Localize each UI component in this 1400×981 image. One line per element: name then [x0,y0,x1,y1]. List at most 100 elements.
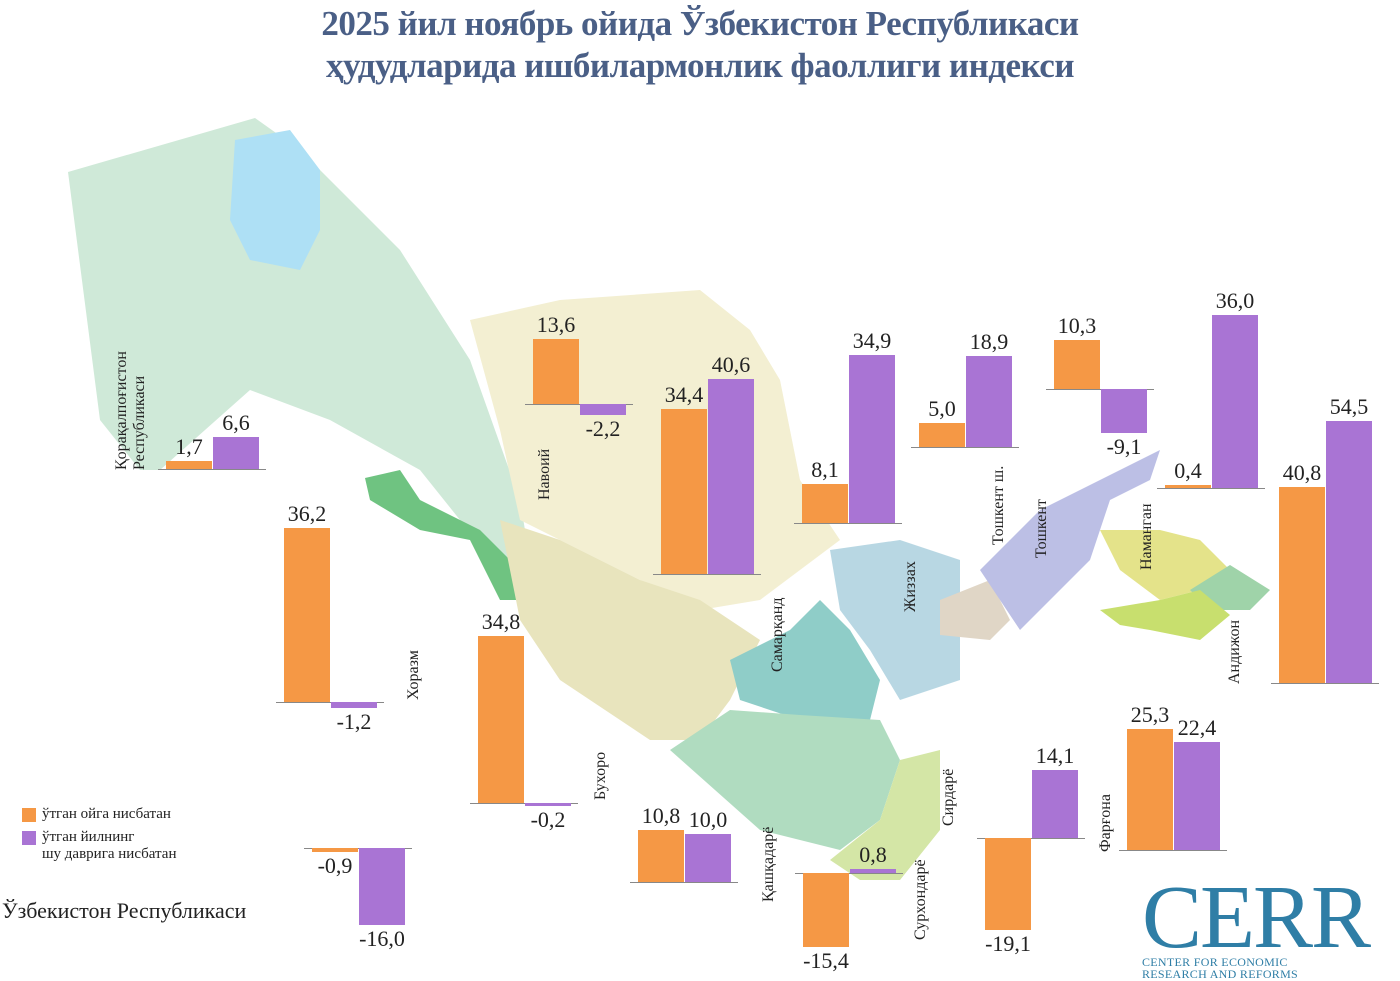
region-syrdarya [940,580,1010,640]
legend-swatch-orange [22,808,36,822]
cerr-logo: CERR CENTER FOR ECONOMIC RESEARCH AND RE… [1142,868,1371,981]
baseline [470,803,578,804]
bar-prev-year [1032,770,1078,838]
bar-prev-month [1279,487,1325,683]
region-name: Сурхондарё [912,859,929,940]
value-label: 0,4 [1174,458,1202,483]
bar-prev-year [966,356,1012,447]
bar-prev-month [919,423,965,447]
bar-prev-month [533,338,579,404]
region-bukhara [500,520,760,740]
value-label: 40,8 [1282,460,1322,486]
bar-prev-year [708,379,754,574]
baseline [276,702,384,703]
region-name: Тошкент ш. [990,465,1007,545]
region-jizzakh [830,540,960,700]
value-label: 13,6 [536,311,576,337]
baseline [525,404,633,405]
legend-label: ўтган ойга нисбатан [42,806,171,822]
value-label: 8,1 [811,457,839,483]
country-label: Ўзбекистон Республикаси [2,898,247,923]
bar-prev-month [661,408,707,574]
bar-prev-year [1326,421,1372,683]
baseline [911,447,1019,448]
value-label: 0,8 [859,842,887,868]
legend: ўтган ойга нисбатан ўтган йилнинг шу давр… [22,806,176,869]
bar-prev-month [1054,339,1100,389]
baseline [794,523,902,524]
legend-label: ўтган йилнинг шу даврига нисбатан [42,829,177,862]
region-name: Хоразм [405,650,422,700]
bar-prev-year [685,834,731,882]
value-label: 34,8 [481,608,521,634]
region-karakalpakstan [68,118,530,560]
value-label: -16,0 [359,925,405,951]
bar-prev-month [478,635,524,803]
value-label: -0,9 [317,853,353,879]
value-label: -1,2 [336,708,372,734]
value-label: -0,2 [530,807,566,832]
bar-prev-year [1101,389,1147,433]
bar-prev-month [312,848,358,853]
bar-prev-year [580,404,626,415]
bar-prev-month [1127,728,1173,850]
bar-prev-year [331,702,377,708]
value-label: -19,1 [985,930,1031,956]
region-fergana [1100,590,1230,640]
region-namangan [1100,530,1230,600]
value-label: 36,2 [287,501,327,527]
value-label: 36,0 [1215,288,1255,314]
value-label: 54,5 [1329,394,1369,420]
value-label: -9,1 [1106,433,1142,459]
baseline [630,882,738,883]
region-name: Тошкент [1033,499,1050,558]
bar-prev-month [803,873,849,947]
value-label: 34,9 [852,328,892,354]
bar-prev-month [985,838,1031,930]
aral-sea [230,130,320,270]
region-name: Андижон [1226,619,1243,684]
baseline [158,469,266,470]
baseline [1119,850,1227,851]
value-label: 18,9 [969,329,1009,355]
value-label: 40,6 [711,352,751,378]
logo-text: CERR [1142,868,1371,967]
baseline [304,848,412,849]
region-name: Жиззах [902,561,919,612]
value-label: 22,4 [1177,715,1217,741]
bar-prev-year [213,437,259,469]
value-label: -15,4 [803,947,849,973]
value-label: 5,0 [928,396,956,421]
region-name: Бухоро [592,751,609,800]
region-name: Қорақалпоғистон Республикаси [113,351,148,470]
value-label: 6,6 [222,410,250,436]
value-label: 10,8 [641,803,681,829]
baseline [977,838,1085,839]
title-line-2: ҳудудларида ишбилармонлик фаоллиги индек… [325,46,1075,85]
baseline [795,873,903,874]
legend-item-prev-month: ўтган ойга нисбатан [22,806,176,823]
bar-prev-year [849,355,895,523]
baseline [1046,389,1154,390]
region-name: Наманган [1138,503,1155,570]
legend-swatch-purple [22,831,36,845]
bar-prev-month [802,484,848,523]
bar-prev-month [638,830,684,882]
title-line-1: 2025 йил ноябрь ойида Ўзбекистон Республ… [321,4,1079,43]
bar-prev-year [1174,742,1220,850]
bar-prev-year [1212,315,1258,488]
value-label: -2,2 [585,415,621,441]
region-samarkand [730,600,880,720]
region-name: Сирдарё [940,768,957,826]
bar-prev-year [525,803,571,806]
value-label: 14,1 [1035,743,1075,769]
value-label: 34,4 [664,381,704,407]
bar-prev-month [166,460,212,469]
region-kashkadarya [670,710,900,850]
region-tashkent [980,450,1160,630]
value-label: 10,0 [688,807,728,832]
region-name: Самарқанд [769,597,786,672]
value-label: 10,3 [1057,312,1097,338]
bar-prev-month [1165,485,1211,488]
